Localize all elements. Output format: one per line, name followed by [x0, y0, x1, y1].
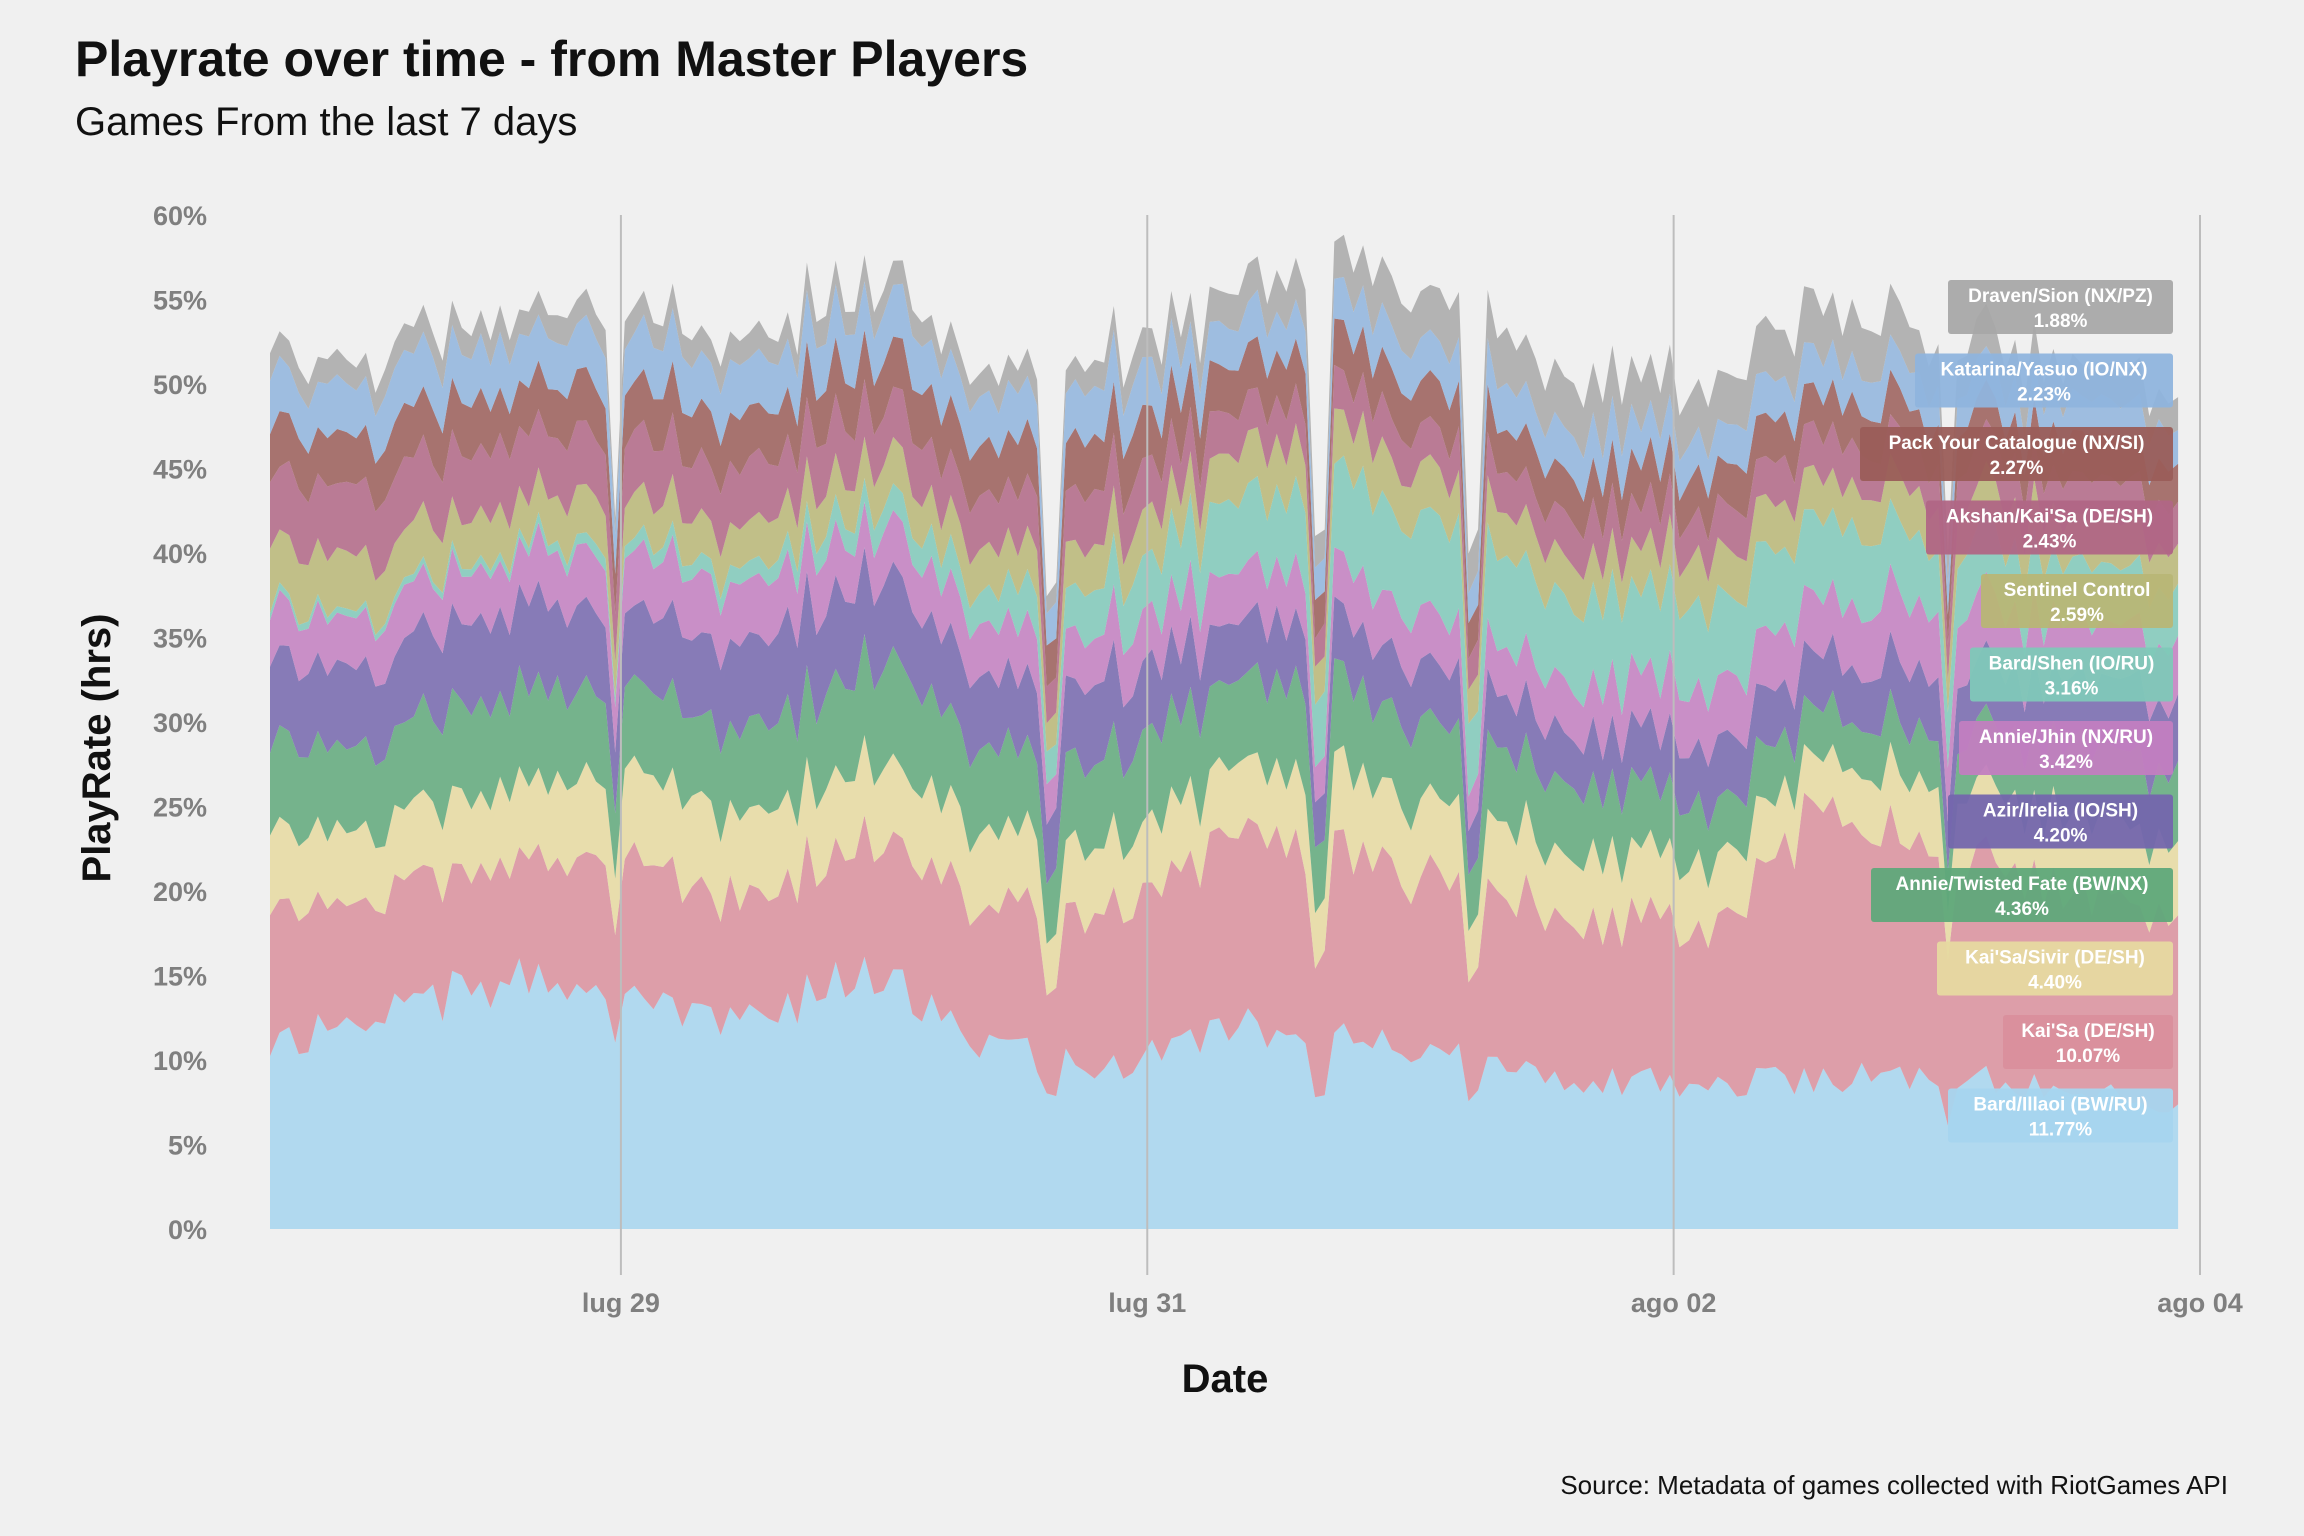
series-label-value: 4.20% — [2034, 826, 2088, 847]
series-label-box — [1959, 721, 2173, 775]
series-label-box — [1915, 353, 2173, 408]
series-label-value: 2.59% — [2050, 605, 2104, 626]
series-label-box — [1871, 868, 2173, 922]
series-label-value: 4.40% — [2028, 973, 2082, 994]
series-label-box — [1860, 427, 2173, 481]
source-caption: Source: Metadata of games collected with… — [1560, 1470, 2228, 1500]
vertical-gridlines-over — [619, 215, 2201, 1275]
series-labels: Draven/Sion (NX/PZ) 1.88% Katarina/Yasuo (… — [1860, 280, 2173, 1143]
series-label-value: 10.07% — [2056, 1046, 2121, 1067]
area-series — [270, 792, 2179, 1126]
x-tick-label: lug 31 — [1108, 1288, 1186, 1318]
series-label-name: Akshan/Kai'Sa (DE/SH) — [1946, 507, 2153, 528]
y-tick-label: 20% — [153, 877, 207, 907]
y-tick-label: 45% — [153, 455, 207, 485]
series-label-box — [1981, 574, 2173, 628]
y-tick-label: 30% — [153, 708, 207, 738]
series-label-value: 3.16% — [2045, 679, 2099, 700]
series-label-name: Kai'Sa/Sivir (DE/SH) — [1965, 948, 2145, 969]
chart-subtitle: Games From the last 7 days — [75, 100, 578, 144]
series-label-box — [1948, 794, 2173, 849]
area-series — [270, 547, 2179, 885]
series-label-name: Draven/Sion (NX/PZ) — [1968, 286, 2153, 307]
y-tick-label: 50% — [153, 370, 207, 400]
series-label-name: Bard/Illaoi (BW/RU) — [1973, 1095, 2147, 1116]
series-label-value: 1.88% — [2034, 311, 2088, 332]
series-label-value: 2.23% — [2017, 385, 2071, 406]
y-tick-label: 10% — [153, 1046, 207, 1076]
y-axis-title: PlayRate (hrs) — [75, 614, 119, 883]
series-label-box — [1948, 280, 2173, 334]
area-series — [270, 735, 2179, 996]
y-tick-label: 25% — [153, 793, 207, 823]
area-series — [270, 501, 2179, 832]
series-label-name: Annie/Jhin (NX/RU) — [1979, 727, 2153, 748]
y-tick-label: 60% — [153, 201, 207, 231]
x-axis-ticks: lug 29 lug 31 ago 02 ago 04 — [582, 1288, 2243, 1318]
y-tick-label: 35% — [153, 624, 207, 654]
series-label-box — [1937, 941, 2173, 996]
area-series — [270, 318, 2179, 687]
area-series — [270, 364, 2179, 724]
area-series — [270, 634, 2179, 944]
y-tick-label: 0% — [168, 1215, 207, 1245]
area-series-group — [270, 234, 2179, 1229]
series-label-value: 2.27% — [1990, 458, 2044, 479]
area-series — [270, 455, 2179, 797]
x-tick-label: ago 02 — [1631, 1288, 1717, 1318]
chart-title: Playrate over time - from Master Players — [75, 31, 1029, 87]
series-label-name: Pack Your Catalogue (NX/SI) — [1889, 433, 2145, 454]
area-series — [270, 956, 2179, 1229]
area-series — [270, 234, 2179, 614]
series-label-box — [1970, 647, 2173, 702]
series-label-value: 11.77% — [2029, 1120, 2092, 1141]
y-axis-ticks: 0% 5% 10% 15% 20% 25% 30% 35% 40% 45% 50% 55% 60% — [153, 201, 207, 1245]
series-label-name: Bard/Shen (IO/RU) — [1989, 654, 2155, 675]
x-axis-title: Date — [1182, 1357, 1269, 1401]
series-label-value: 4.36% — [1995, 899, 2049, 920]
series-label-name: Sentinel Control — [2004, 580, 2151, 601]
y-tick-label: 40% — [153, 539, 207, 569]
series-label-name: Annie/Twisted Fate (BW/NX) — [1896, 874, 2149, 895]
series-label-value: 3.42% — [2039, 752, 2093, 773]
series-label-box — [2003, 1015, 2173, 1069]
y-tick-label: 55% — [153, 286, 207, 316]
series-label-box — [1926, 500, 2173, 555]
area-series — [270, 277, 2179, 646]
series-label-box — [1948, 1088, 2173, 1143]
series-label-name: Azir/Irelia (IO/SH) — [1983, 801, 2138, 822]
area-series — [270, 408, 2179, 752]
x-tick-label: ago 04 — [2157, 1288, 2243, 1318]
series-label-name: Kai'Sa (DE/SH) — [2021, 1021, 2154, 1042]
series-label-name: Katarina/Yasuo (IO/NX) — [1941, 360, 2148, 381]
series-label-value: 2.43% — [2023, 532, 2077, 553]
x-tick-label: lug 29 — [582, 1288, 660, 1318]
y-tick-label: 15% — [153, 962, 207, 992]
y-tick-label: 5% — [168, 1131, 207, 1161]
